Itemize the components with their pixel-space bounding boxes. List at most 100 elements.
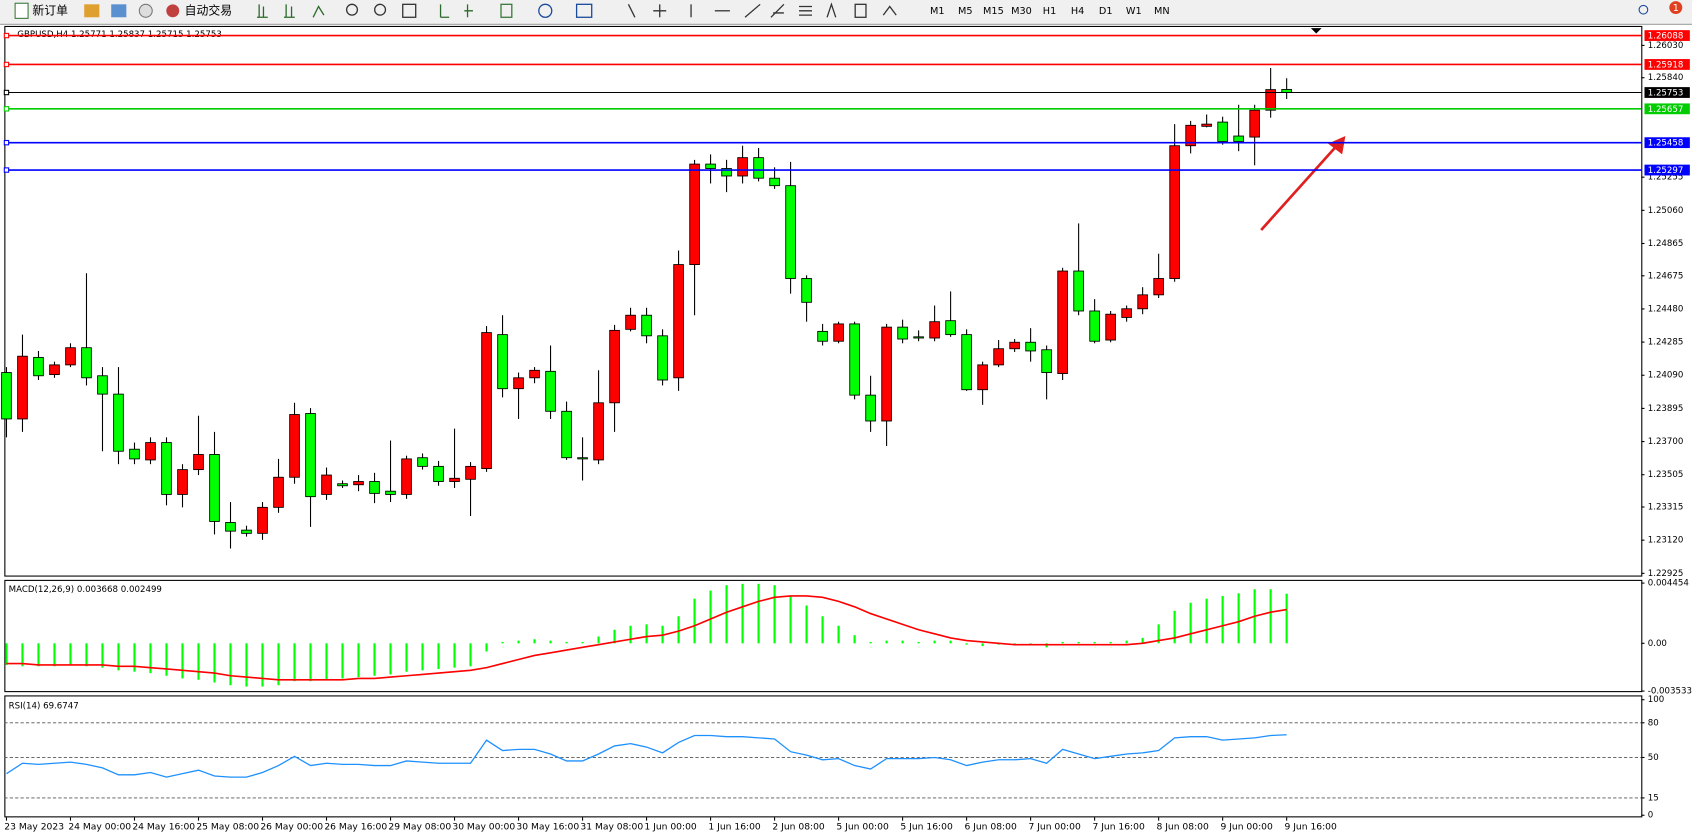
icon[interactable] [374, 3, 387, 16]
macd-bar [341, 643, 344, 679]
chart-shift-marker[interactable] [1310, 28, 1322, 34]
candle-body [1105, 313, 1116, 341]
x-tick-label: 31 May 08:00 [580, 822, 643, 833]
icon[interactable] [111, 4, 127, 18]
candle-body [961, 334, 972, 391]
candle-body [817, 330, 828, 342]
timeframe-button[interactable]: M5 [958, 6, 973, 17]
arrow-head [1328, 136, 1346, 155]
macd-bar [1221, 595, 1224, 644]
y-tick-label: 0 [1648, 811, 1654, 821]
icon[interactable] [575, 3, 593, 18]
timeframe-button[interactable]: MN [1154, 6, 1170, 17]
icon[interactable] [882, 5, 897, 16]
macd-bar [901, 640, 904, 644]
candle-body [49, 364, 60, 376]
timeframe-button[interactable]: M1 [930, 6, 945, 17]
main-panel-frame [4, 25, 1643, 577]
icon[interactable] [84, 4, 100, 18]
timeframe-button[interactable]: D1 [1099, 6, 1113, 17]
candle-body [161, 442, 172, 495]
auto-trading-button[interactable]: 自动交易 [166, 3, 232, 17]
icon[interactable] [627, 4, 636, 18]
price-level-handle[interactable] [3, 139, 10, 146]
badge-count: 1 [1673, 3, 1679, 14]
macd-bar [213, 643, 216, 683]
candle-body [977, 364, 988, 391]
icon[interactable] [256, 4, 268, 18]
candle-body [1217, 121, 1228, 142]
candle-body [1249, 109, 1260, 138]
candle-body [721, 168, 732, 177]
icon[interactable] [402, 3, 417, 18]
y-tick-label: 1.25840 [1648, 73, 1684, 83]
icon[interactable] [770, 3, 785, 18]
icon[interactable] [345, 3, 359, 16]
macd-bar [133, 643, 136, 672]
price-level-handle[interactable] [3, 106, 10, 112]
timeframe-button[interactable]: M15 [983, 6, 1004, 17]
macd-bar [69, 643, 72, 665]
y-tick-label: 1.25060 [1648, 206, 1684, 216]
macd-bar [1061, 641, 1064, 644]
toolbar: 新订单 自动交易 [0, 0, 1692, 24]
icon[interactable] [744, 3, 761, 18]
candle-body [993, 348, 1004, 366]
candle-body [545, 370, 556, 412]
candle-body [785, 185, 796, 279]
button-label: 新订单 [32, 3, 68, 17]
candle-body [465, 465, 476, 480]
search-icon[interactable] [1638, 4, 1649, 15]
candle-body [177, 469, 188, 495]
timeframe-button[interactable]: W1 [1126, 6, 1142, 17]
price-level-box [1644, 87, 1690, 98]
candle-body [1265, 89, 1276, 111]
macd-bar [869, 641, 872, 644]
icon[interactable] [826, 2, 837, 18]
icon[interactable] [439, 4, 450, 18]
new-order-button[interactable]: 新订单 [14, 2, 68, 19]
icon[interactable] [799, 5, 812, 16]
icon[interactable] [500, 3, 513, 18]
candle-body [833, 323, 844, 342]
icon[interactable] [653, 4, 667, 18]
icon[interactable] [283, 4, 295, 18]
price-level-handle[interactable] [3, 61, 10, 68]
icon[interactable] [538, 3, 553, 18]
candle-body [1009, 341, 1020, 350]
y-tick-label: 1.23895 [1648, 404, 1684, 414]
icon[interactable] [464, 4, 473, 18]
candle-body [449, 477, 460, 482]
price-level-label: 1.25458 [1648, 139, 1684, 149]
macd-bar [693, 598, 696, 644]
macd-bar [101, 643, 104, 668]
icon[interactable] [854, 3, 867, 18]
icon[interactable] [312, 5, 325, 18]
x-tick-label: 9 Jun 00:00 [1220, 822, 1273, 833]
price-level-label: 1.25297 [1648, 166, 1684, 176]
timeframe-button[interactable]: M30 [1011, 6, 1032, 17]
candle-body [849, 323, 860, 396]
y-tick-label: 1.25255 [1648, 173, 1684, 183]
macd-bar [565, 641, 568, 644]
price-level-handle[interactable] [3, 89, 10, 96]
price-level-handle[interactable] [3, 32, 10, 39]
panel-title: RSI(14) 69.6747 [9, 702, 79, 712]
x-tick-label: 5 Jun 00:00 [836, 822, 889, 833]
macd-bar [597, 636, 600, 644]
price-level-box [1644, 59, 1690, 70]
candle-body [321, 474, 332, 495]
y-tick-label: 1.24675 [1648, 271, 1684, 281]
macd-bar [885, 640, 888, 644]
price-level-handle[interactable] [3, 167, 10, 173]
y-tick-label: 1.23505 [1648, 470, 1684, 480]
timeframe-button[interactable]: H1 [1043, 6, 1056, 17]
timeframe-bar: M1 M5 M15 M30 H1 H4 D1 W1 MN [930, 6, 1170, 17]
icon[interactable] [138, 3, 153, 18]
y-tick-label: 1.24090 [1648, 371, 1684, 381]
timeframe-button[interactable]: H4 [1071, 6, 1084, 17]
badge[interactable] [1669, 1, 1683, 15]
candle-body [1201, 123, 1212, 127]
macd-bar [821, 616, 824, 644]
